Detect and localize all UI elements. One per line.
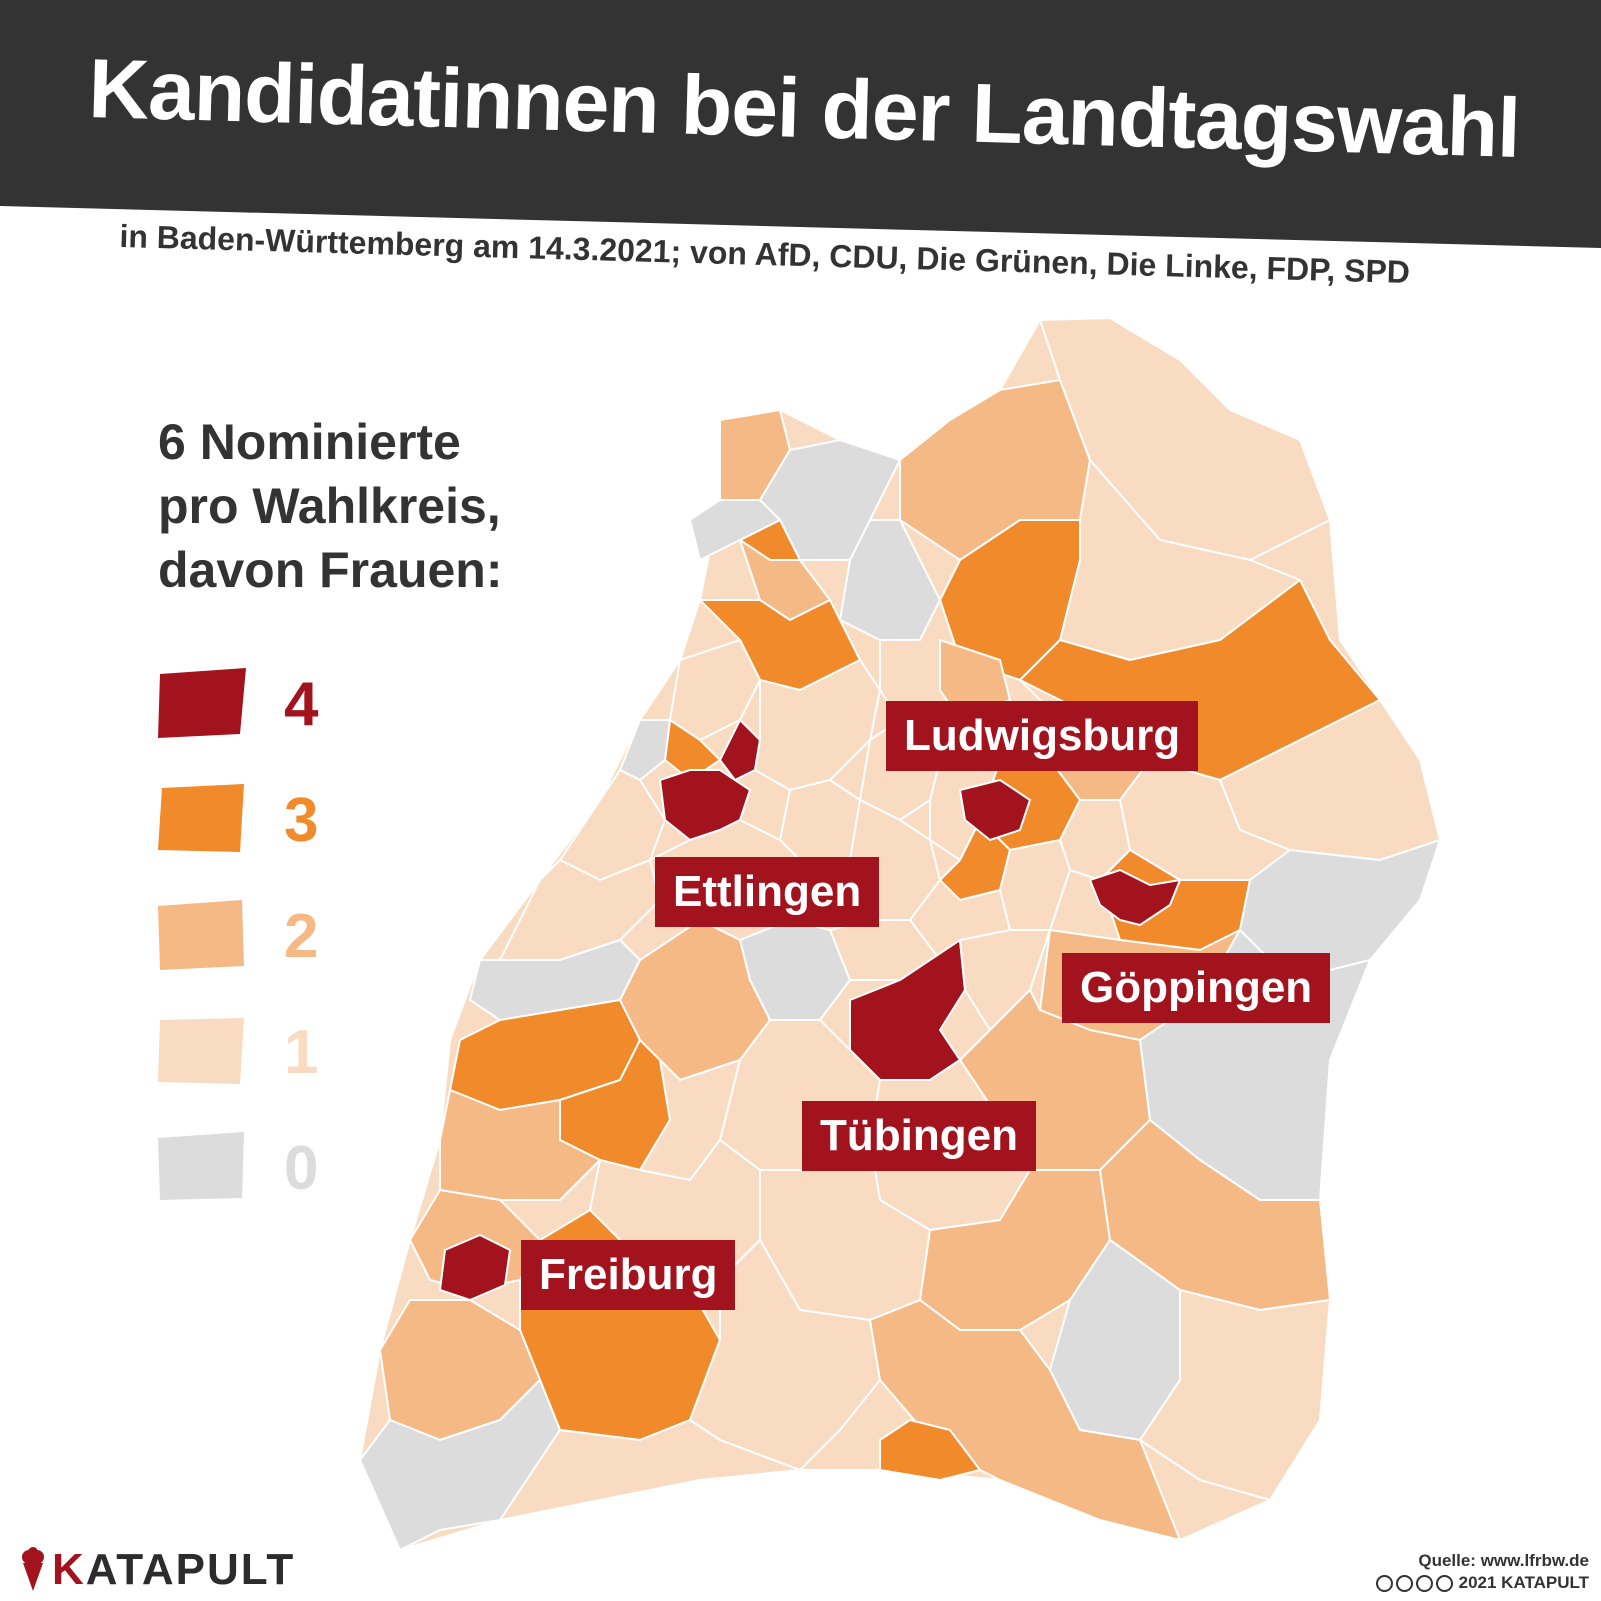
legend-swatch [158, 784, 244, 852]
district [619, 719, 671, 781]
title-banner [0, 0, 1601, 250]
ice-cream-logo-icon [22, 1547, 44, 1591]
district [1139, 1289, 1331, 1501]
legend-heading: 6 Nominierte pro Wahlkreis, davon Frauen… [158, 410, 502, 602]
label-freiburg: Freiburg [521, 1240, 736, 1310]
legend-value: 1 [284, 1018, 319, 1087]
district-freiburg [439, 1234, 511, 1301]
legend-heading-line: pro Wahlkreis, [158, 478, 501, 534]
legend-swatch [158, 1132, 244, 1200]
source-credit: Quelle: www.lfrbw.de 2021 KATAPULT [1375, 1550, 1589, 1594]
legend-heading-line: davon Frauen: [158, 542, 503, 598]
source-line: Quelle: www.lfrbw.de [1418, 1551, 1589, 1570]
district [689, 1239, 881, 1471]
legend-item-4: 4 [158, 668, 358, 748]
district [754, 659, 881, 791]
copyright-line: 2021 KATAPULT [1375, 1572, 1589, 1594]
legend-heading-line: 6 Nominierte [158, 414, 461, 470]
legend-item-1: 1 [158, 1016, 358, 1096]
district-ludwigsburg [959, 779, 1031, 841]
election-district-map [359, 317, 1441, 1551]
legend-item-0: 0 [158, 1132, 358, 1212]
legend-swatch [158, 668, 246, 738]
label-tuebingen: Tübingen [802, 1101, 1036, 1171]
legend-item-2: 2 [158, 900, 358, 980]
label-ettlingen: Ettlingen [655, 857, 880, 927]
brand-name: KATAPULT [52, 1545, 296, 1594]
legend-swatch [158, 900, 244, 970]
district [499, 1419, 801, 1521]
district-goeppingen [1089, 869, 1181, 926]
legend-value: 4 [284, 670, 319, 739]
legend-value: 3 [284, 786, 319, 855]
legend-swatch [158, 1018, 244, 1084]
legend-item-3: 3 [158, 784, 358, 864]
legend-value: 0 [284, 1134, 319, 1203]
district [359, 1379, 561, 1551]
district [879, 1419, 981, 1481]
district [689, 499, 781, 561]
district [1039, 317, 1331, 561]
label-goeppingen: Göppingen [1062, 953, 1331, 1023]
katapult-logo: KATAPULT [20, 1545, 295, 1595]
label-ludwigsburg: Ludwigsburg [886, 701, 1199, 771]
creative-commons-icons [1375, 1575, 1453, 1593]
legend-value: 2 [284, 902, 319, 971]
